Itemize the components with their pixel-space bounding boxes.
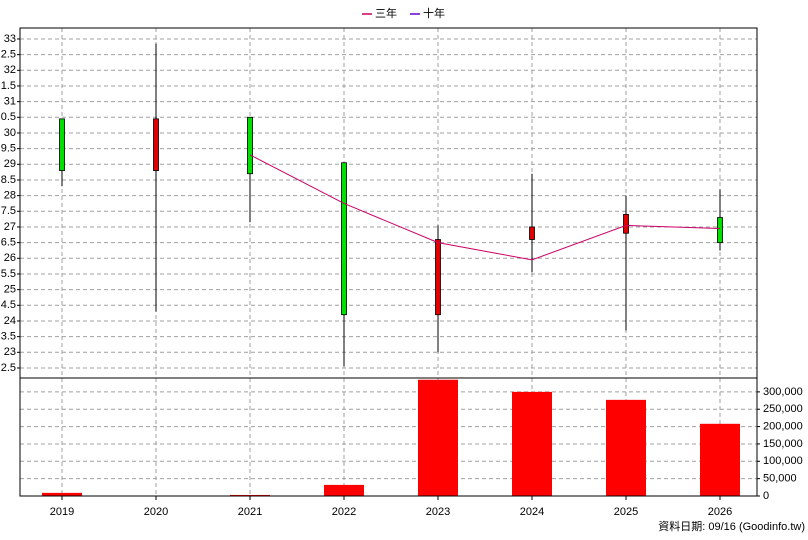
- y-tick-label: 0.5: [1, 111, 16, 123]
- y-tick-label: 2.5: [1, 362, 16, 374]
- x-tick-label: 2024: [520, 506, 544, 518]
- y-tick-label: 7.5: [1, 205, 16, 217]
- volume-bar: [230, 494, 270, 496]
- y-tick-label: 23: [4, 346, 16, 358]
- candle-body: [623, 214, 629, 234]
- y-tick-label: 28: [4, 190, 16, 202]
- y-tick-label: 300,000: [763, 386, 803, 398]
- y-tick-label: 32: [4, 64, 16, 76]
- x-tick-label: 2019: [50, 506, 74, 518]
- candle-body: [717, 217, 723, 244]
- x-tick-label: 2023: [426, 506, 450, 518]
- y-tick-label: 100,000: [763, 455, 803, 467]
- candle-body: [529, 226, 535, 240]
- volume-bar: [418, 379, 458, 496]
- y-tick-label: 200,000: [763, 420, 803, 432]
- y-tick-label: 2.5: [1, 49, 16, 61]
- ma-line: [249, 154, 721, 261]
- y-tick-label: 26: [4, 252, 16, 264]
- y-tick-label: 8.5: [1, 174, 16, 186]
- candle-body: [153, 118, 159, 171]
- y-tick-label: 29: [4, 158, 16, 170]
- candle-body: [247, 116, 253, 175]
- y-tick-label: 250,000: [763, 403, 803, 415]
- volume-bar: [700, 423, 740, 496]
- y-tick-label: 150,000: [763, 438, 803, 450]
- y-tick-label: 50,000: [763, 473, 797, 485]
- y-tick-label: 27: [4, 221, 16, 233]
- candle-body: [341, 162, 347, 316]
- y-tick-label: 3.5: [1, 331, 16, 343]
- x-tick-label: 2021: [238, 506, 262, 518]
- y-tick-label: 6.5: [1, 237, 16, 249]
- legend-label: 三年: [375, 6, 397, 20]
- x-tick-label: 2025: [614, 506, 638, 518]
- candle-body: [435, 239, 441, 316]
- volume-bar: [324, 484, 364, 496]
- y-tick-label: 24: [4, 315, 16, 327]
- y-tick-label: 4.5: [1, 299, 16, 311]
- y-tick-label: 0: [763, 490, 769, 502]
- volume-bar: [512, 391, 552, 496]
- y-tick-label: 5.5: [1, 268, 16, 280]
- volume-bar: [42, 492, 82, 496]
- x-tick-label: 2020: [144, 506, 168, 518]
- y-tick-label: 33: [4, 33, 16, 45]
- y-tick-label: 1.5: [1, 80, 16, 92]
- x-tick-label: 2026: [708, 506, 732, 518]
- plot-frame: [19, 377, 758, 497]
- y-tick-label: 9.5: [1, 143, 16, 155]
- volume-bar: [606, 399, 646, 496]
- y-tick-label: 30: [4, 127, 16, 139]
- x-tick-label: 2022: [332, 506, 356, 518]
- footer: 資料日期: 09/16 (Goodinfo.tw): [658, 519, 805, 533]
- y-tick-label: 25: [4, 284, 16, 296]
- candle-body: [59, 118, 65, 171]
- y-tick-label: 31: [4, 96, 16, 108]
- legend-label: 十年: [423, 6, 445, 20]
